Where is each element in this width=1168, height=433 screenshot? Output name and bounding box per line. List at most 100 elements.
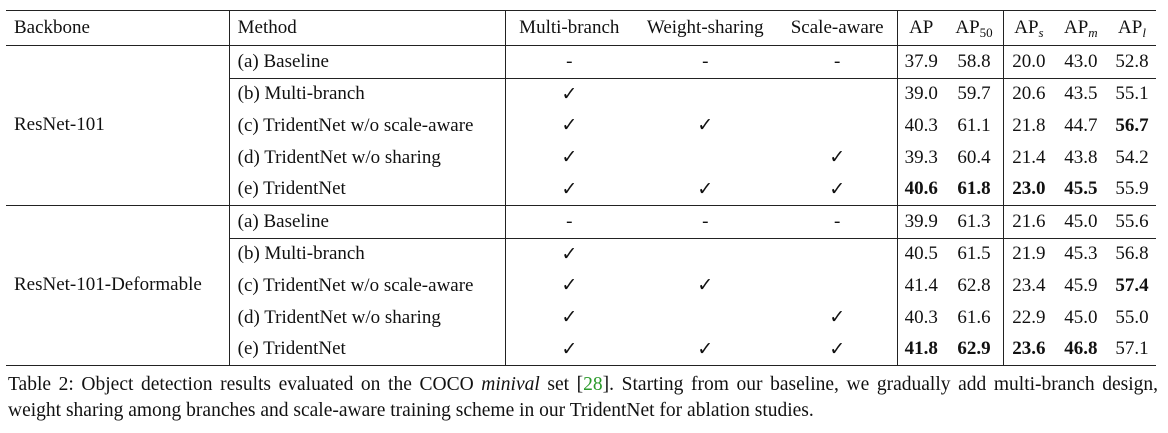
apm-cell: 45.5 — [1064, 178, 1098, 200]
scale-aware-cell: - — [777, 45, 898, 79]
ap50-cell: 58.8 — [944, 45, 1004, 79]
scale-aware-cell: ✓ — [829, 307, 846, 329]
header-row: Backbone Method Multi-branch Weight-shar… — [6, 10, 1156, 46]
ap50-cell: 61.8 — [957, 178, 991, 200]
header-aps: APs — [1003, 10, 1054, 46]
weight-sharing-cell: ✓ — [697, 115, 714, 137]
backbone-cell: ResNet-101 — [6, 45, 230, 206]
apm-cell: 45.9 — [1064, 274, 1098, 296]
method-cell: (b) Multi-branch — [228, 77, 506, 111]
aps-cell: 23.6 — [1003, 333, 1054, 366]
ap-cell: 40.5 — [896, 237, 945, 271]
scale-aware-cell — [777, 77, 898, 111]
table-row: (b) Multi-branch ✓ 39.0 59.7 20.6 43.5 55.1 — [6, 77, 1156, 111]
aps-cell: 21.8 — [1003, 110, 1054, 142]
apl-base: AP — [1118, 17, 1143, 38]
ap50-base: AP — [955, 17, 980, 38]
caption-mid: set [ — [539, 374, 584, 395]
aps-cell: 21.4 — [1003, 141, 1054, 174]
method-cell: (c) TridentNet w/o scale-aware — [228, 270, 506, 302]
aps-cell: 20.6 — [1003, 77, 1054, 111]
aps-cell: 22.9 — [1003, 301, 1054, 334]
apl-cell: 55.6 — [1107, 204, 1156, 239]
ap50-cell: 60.4 — [957, 146, 991, 168]
weight-sharing-cell: - — [632, 204, 778, 239]
apl-cell: 57.4 — [1115, 274, 1149, 296]
header-scale-aware: Scale-aware — [777, 10, 898, 46]
table-row: (d) TridentNet w/o sharing ✓ ✓ 39.3 60.4 21.4… — [6, 141, 1156, 174]
apm-cell: 43.8 — [1064, 146, 1098, 168]
multi-branch-cell: ✓ — [504, 77, 633, 111]
scale-aware-cell: ✓ — [829, 178, 846, 200]
multi-branch-cell: ✓ — [504, 141, 633, 174]
ap-cell: 39.0 — [896, 77, 945, 111]
ap-cell: 40.3 — [896, 301, 945, 334]
multi-branch-cell: - — [504, 204, 633, 239]
ap-cell: 40.6 — [896, 173, 945, 206]
aps-base: AP — [1014, 17, 1039, 38]
ap-cell: 39.3 — [896, 141, 945, 174]
scale-aware-cell: - — [777, 204, 898, 239]
multi-branch-cell: ✓ — [504, 333, 633, 366]
header-weight-sharing: Weight-sharing — [632, 10, 778, 46]
aps-sub: s — [1038, 25, 1044, 40]
header-apm: APm — [1053, 10, 1108, 46]
header-ap: AP — [896, 10, 945, 46]
apl-cell: 55.1 — [1107, 77, 1156, 111]
method-cell: (a) Baseline — [228, 204, 506, 239]
weight-sharing-cell: ✓ — [697, 178, 714, 200]
header-ap50: AP50 — [944, 10, 1004, 46]
multi-branch-cell: ✓ — [504, 173, 633, 206]
weight-sharing-cell — [633, 302, 778, 334]
apm-cell: 45.0 — [1053, 204, 1108, 239]
ap50-cell: 59.7 — [944, 77, 1004, 111]
weight-sharing-cell — [632, 237, 778, 271]
method-cell: (a) Baseline — [228, 45, 506, 79]
apl-cell: 57.1 — [1107, 333, 1156, 366]
ap50-cell: 61.6 — [957, 306, 991, 328]
scale-aware-cell: ✓ — [829, 147, 846, 169]
multi-branch-cell: ✓ — [504, 270, 633, 302]
aps-cell: 23.4 — [1003, 270, 1054, 302]
multi-branch-cell: ✓ — [504, 110, 633, 142]
aps-cell: 20.0 — [1003, 45, 1054, 79]
scale-aware-cell — [777, 237, 898, 271]
ap-cell: 37.9 — [896, 45, 945, 79]
weight-sharing-cell — [633, 142, 778, 174]
method-cell: (d) TridentNet w/o sharing — [228, 301, 506, 334]
multi-branch-cell: - — [504, 45, 633, 79]
apl-cell: 56.8 — [1107, 237, 1156, 271]
backbone-cell: ResNet-101-Deformable — [6, 204, 230, 366]
header-method: Method — [228, 10, 506, 46]
aps-cell: 23.0 — [1003, 173, 1054, 206]
multi-branch-cell: ✓ — [504, 301, 633, 334]
weight-sharing-cell: ✓ — [632, 333, 778, 366]
weight-sharing-cell: ✓ — [697, 275, 714, 297]
apm-cell: 43.0 — [1053, 45, 1108, 79]
table-row: ResNet-101 (a) Baseline - - -37.9 58.8 20.0 43.… — [6, 45, 1156, 206]
method-cell: (c) TridentNet w/o scale-aware — [228, 110, 506, 142]
aps-cell: 21.6 — [1003, 204, 1054, 239]
apm-cell: 45.3 — [1053, 237, 1108, 271]
method-cell: (e) TridentNet — [228, 173, 506, 206]
ap50-cell: 62.8 — [957, 274, 991, 296]
ap50-cell: 61.5 — [944, 237, 1004, 271]
apl-sub: l — [1142, 25, 1146, 40]
caption-ref[interactable]: 28 — [583, 374, 603, 395]
ap-cell: 39.9 — [896, 204, 945, 239]
apm-sub: m — [1088, 25, 1098, 40]
ap50-cell: 61.3 — [944, 204, 1004, 239]
header-apl: APl — [1107, 10, 1156, 46]
ap-cell: 41.8 — [896, 333, 945, 366]
table-row: (c) TridentNet w/o scale-aware ✓ ✓ 40.3 61.1… — [6, 110, 1156, 142]
caption-rest: ]. Starting from our baseline, we gradua… — [8, 374, 1158, 421]
scale-aware-cell — [778, 110, 897, 142]
header-multi-branch: Multi-branch — [504, 10, 633, 46]
multi-branch-cell: ✓ — [504, 237, 633, 271]
scale-aware-cell: ✓ — [777, 333, 898, 366]
table-row: (e) TridentNet ✓ ✓ ✓ 40.6 61.8 23.0 45.5 55.9 — [6, 173, 1156, 206]
weight-sharing-cell — [632, 77, 778, 111]
apl-cell: 55.9 — [1115, 178, 1149, 200]
weight-sharing-cell: - — [632, 45, 778, 79]
header-backbone: Backbone — [6, 10, 230, 46]
